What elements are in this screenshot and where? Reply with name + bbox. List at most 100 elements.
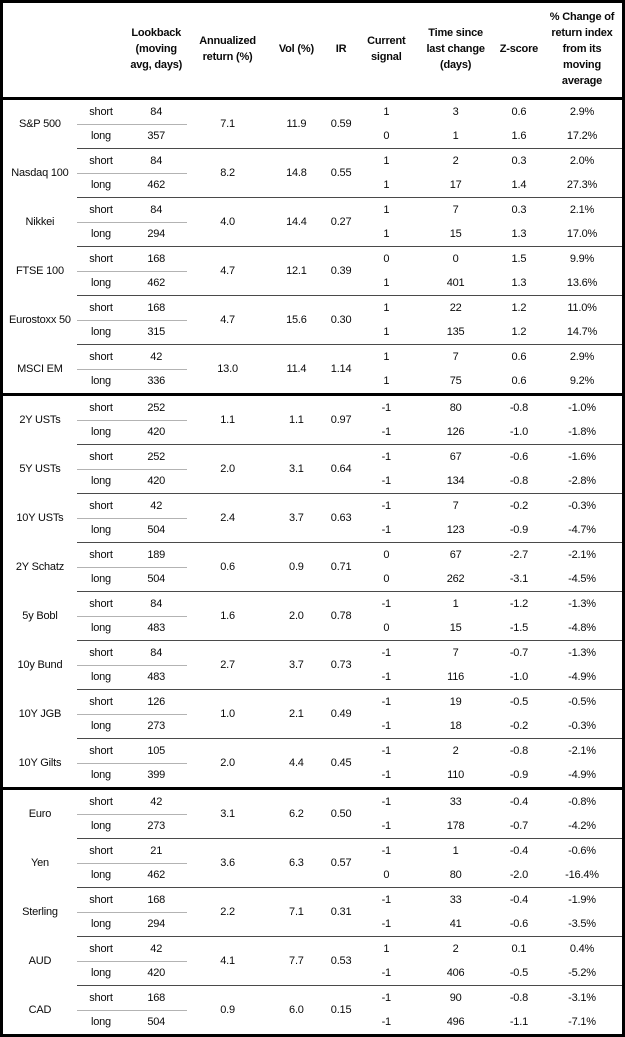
header-lookback: Lookback (moving avg, days) bbox=[125, 1, 188, 100]
pct-change-value: -16.4% bbox=[565, 869, 599, 881]
pct-change-value: 9.9% bbox=[542, 246, 624, 271]
signal-value: 1 bbox=[357, 936, 416, 961]
horizon-label: short bbox=[76, 985, 126, 1011]
annualized-return-value: 2.7 bbox=[187, 640, 268, 690]
lookback-value: 399 bbox=[147, 769, 166, 782]
table-row-short: 10Y Gilts short 105 2.0 4.4 0.45 -1 2 -0.8 -2.1% bbox=[2, 738, 624, 789]
header-horizon bbox=[76, 1, 126, 100]
annualized-return-value: 7.1 bbox=[220, 118, 235, 130]
vol-value: 7.1 bbox=[267, 887, 326, 937]
zscore-value: -0.6 bbox=[495, 444, 543, 469]
lookback-value: 315 bbox=[147, 326, 166, 339]
lookback-value: 42 bbox=[125, 344, 188, 370]
zscore-value: 0.6 bbox=[495, 344, 543, 369]
table-row-short: 10Y USTs short 42 2.4 3.7 0.63 -1 7 -0.2 -0.3% bbox=[2, 493, 624, 543]
vol-value: 3.1 bbox=[267, 444, 326, 494]
vol-value: 1.1 bbox=[267, 393, 326, 445]
pct-change-value: -4.5% bbox=[568, 573, 596, 585]
signal-value: -1 bbox=[381, 671, 392, 683]
vol-value: 3.7 bbox=[267, 640, 326, 690]
time-since-value: 135 bbox=[446, 326, 465, 338]
vol-value: 3.7 bbox=[267, 493, 326, 543]
time-since-value: 41 bbox=[449, 918, 462, 930]
signal-value: 1 bbox=[357, 295, 416, 320]
time-since-value: 126 bbox=[446, 426, 465, 438]
header-ir: IR bbox=[325, 1, 358, 100]
horizon-label: long bbox=[90, 918, 111, 931]
horizon-label: short bbox=[76, 838, 126, 864]
asset-name: Yen bbox=[30, 857, 49, 869]
horizon-label: short bbox=[76, 197, 126, 223]
table-row-short: Yen short 21 3.6 6.3 0.57 -1 1 -0.4 -0.6% bbox=[2, 838, 624, 888]
time-since-value: 123 bbox=[446, 524, 465, 536]
signal-value: -1 bbox=[381, 524, 392, 536]
zscore-value: 1.4 bbox=[511, 179, 527, 191]
horizon-label: short bbox=[76, 738, 126, 764]
time-since-value: 80 bbox=[449, 869, 462, 881]
pct-change-value: -2.8% bbox=[568, 475, 596, 487]
vol-value: 15.6 bbox=[267, 295, 326, 345]
lookback-value: 504 bbox=[147, 573, 166, 586]
table-row-long: long 399 -1 110 -0.9 -4.9% bbox=[2, 763, 624, 789]
zscore-value: -0.4 bbox=[495, 787, 543, 814]
lookback-value: 105 bbox=[125, 738, 188, 764]
horizon-label: short bbox=[76, 98, 126, 125]
horizon-label: long bbox=[90, 622, 111, 635]
annualized-return-value: 0.9 bbox=[187, 985, 268, 1036]
header-pct-change: % Change of return index from its moving… bbox=[542, 1, 624, 100]
pct-change-value: -4.9% bbox=[568, 769, 596, 781]
ir-value: 0.64 bbox=[325, 444, 358, 494]
horizon-label: long bbox=[90, 475, 111, 488]
lookback-value: 252 bbox=[125, 393, 188, 421]
time-since-value: 17 bbox=[449, 179, 462, 191]
table-row-short: MSCI EM short 42 13.0 11.4 1.14 1 7 0.6 2.9% bbox=[2, 344, 624, 395]
ir-value: 0.50 bbox=[325, 787, 358, 839]
zscore-value: 1.3 bbox=[511, 277, 527, 289]
signal-value: 1 bbox=[383, 277, 390, 289]
table-row-long: long 504 -1 123 -0.9 -4.7% bbox=[2, 518, 624, 543]
time-since-value: 7 bbox=[415, 197, 496, 222]
signal-value: 1 bbox=[383, 179, 390, 191]
zscore-value: -0.4 bbox=[495, 887, 543, 912]
time-since-value: 1 bbox=[415, 591, 496, 616]
ir-value: 0.73 bbox=[325, 640, 358, 690]
zscore-value: -0.5 bbox=[509, 967, 528, 979]
lookback-value: 84 bbox=[125, 640, 188, 666]
lookback-value: 504 bbox=[147, 524, 166, 537]
annualized-return-value: 2.2 bbox=[187, 887, 268, 937]
table-row-long: long 336 1 75 0.6 9.2% bbox=[2, 369, 624, 395]
annualized-return-value: 8.2 bbox=[187, 148, 268, 198]
signal-value: -1 bbox=[357, 689, 416, 714]
ir-value: 0.55 bbox=[325, 148, 358, 198]
time-since-value: 2 bbox=[415, 148, 496, 173]
zscore-value: 0.6 bbox=[511, 375, 527, 387]
pct-change-value: 2.9% bbox=[569, 106, 595, 118]
table-row-long: long 420 -1 126 -1.0 -1.8% bbox=[2, 420, 624, 445]
horizon-label: long bbox=[90, 179, 111, 192]
pct-change-value: -4.9% bbox=[568, 671, 596, 683]
vol-value: 7.7 bbox=[267, 936, 326, 986]
annualized-return-value: 1.1 bbox=[187, 393, 268, 445]
asset-name: AUD bbox=[28, 955, 52, 967]
pct-change-value: 17.2% bbox=[566, 130, 598, 142]
header-vol: Vol (%) bbox=[267, 1, 326, 100]
table-row-long: long 483 0 15 -1.5 -4.8% bbox=[2, 616, 624, 641]
time-since-value: 0 bbox=[415, 246, 496, 271]
zscore-value: -0.2 bbox=[509, 720, 528, 732]
time-since-value: 134 bbox=[446, 475, 465, 487]
horizon-label: short bbox=[76, 148, 126, 174]
signal-value: 0 bbox=[357, 246, 416, 271]
zscore-value: -1.0 bbox=[509, 671, 528, 683]
time-since-value: 15 bbox=[449, 622, 462, 634]
zscore-value: 1.2 bbox=[495, 295, 543, 320]
annualized-return-value: 2.0 bbox=[187, 738, 268, 789]
lookback-value: 462 bbox=[147, 869, 166, 882]
vol-value: 11.9 bbox=[286, 118, 307, 130]
zscore-value: 1.6 bbox=[511, 130, 527, 142]
pct-change-value: 11.0% bbox=[542, 295, 624, 320]
table-row-short: 10Y JGB short 126 1.0 2.1 0.49 -1 19 -0.5 -0.5% bbox=[2, 689, 624, 739]
horizon-label: short bbox=[76, 689, 126, 715]
zscore-value: -0.8 bbox=[495, 985, 543, 1010]
table-row-short: AUD short 42 4.1 7.7 0.53 1 2 0.1 0.4% bbox=[2, 936, 624, 986]
vol-value: 0.9 bbox=[267, 542, 326, 592]
